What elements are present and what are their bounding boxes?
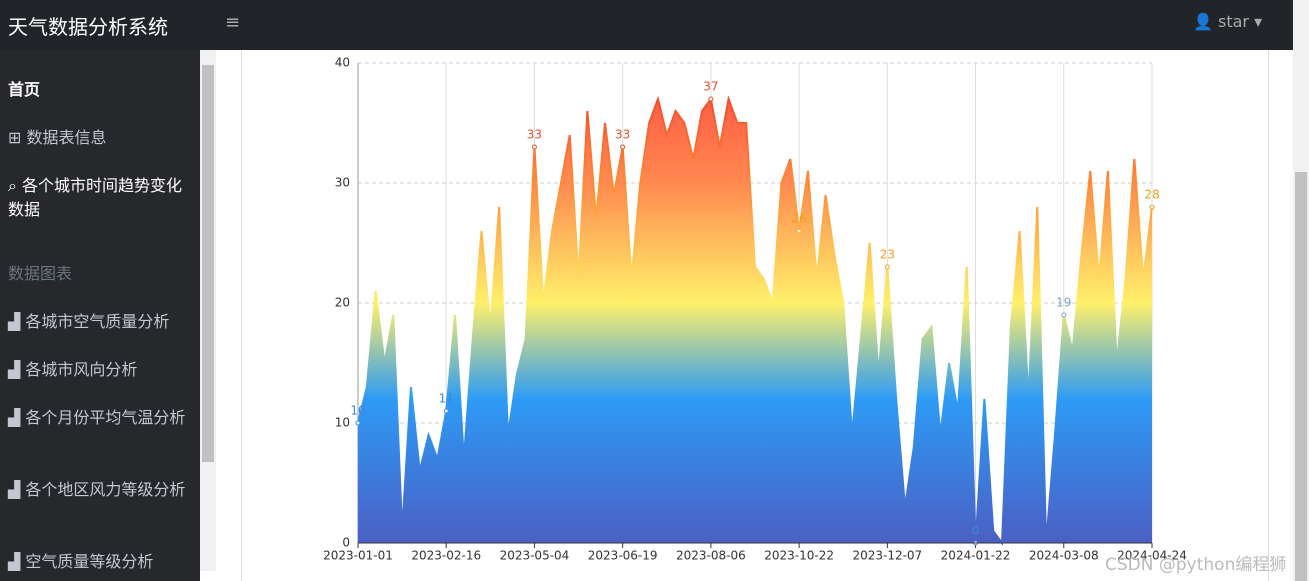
watermark: CSDN @python编程狮 [1105,555,1287,575]
y-tick-label: 10 [335,416,350,430]
nav-item[interactable]: ▟ 各城市风向分析 [8,360,138,379]
y-tick-label: 0 [342,536,350,550]
user-menu[interactable]: 👤 star ▾ [1193,12,1263,31]
x-tick-label: 2023-05-04 [500,549,570,563]
sidebar: 首页 ⊞ 数据表信息 ⌕ 各个城市时间趋势变化数据 数据图表 ▟ 各城市空气质量… [0,50,200,581]
nav-item[interactable]: ▟ 各城市空气质量分析 [8,312,170,331]
y-tick-label: 30 [335,176,350,190]
nav-item[interactable]: 首页 [8,80,41,99]
user-name: star [1218,12,1250,31]
data-label: 11 [439,392,454,406]
x-tick-label: 2024-04-24 [1117,549,1187,563]
app-title: 天气数据分析系统 [8,15,168,39]
point [531,144,537,150]
point [443,408,449,414]
point [708,96,714,102]
nav-item[interactable]: ▟ 空气质量等级分析 [8,552,154,571]
x-tick-label: 2024-01-22 [941,549,1011,563]
data-label: 33 [527,128,542,142]
data-label: 19 [1056,296,1071,310]
nav-section: 数据图表 [8,264,73,283]
point [1149,204,1155,210]
scroll-thumb[interactable] [1295,172,1307,581]
point [620,144,626,150]
x-tick-label: 2024-03-08 [1029,549,1099,563]
data-label: 28 [1144,188,1159,202]
data-label: 33 [615,128,630,142]
nav-label: 各个地区风力等级分析 [25,480,186,499]
nav-label: 各城市风向分析 [25,360,138,379]
nav-label: 各城市空气质量分析 [25,312,170,331]
nav-label: 数据表信息 [26,128,107,147]
x-tick-label: 2023-02-16 [411,549,481,563]
x-tick-label: 2023-06-19 [588,549,658,563]
nav-item[interactable]: ▟ 各个地区风力等级分析 [8,480,186,499]
scrollbar[interactable] [200,50,216,571]
x-tick-label: 2023-01-01 [323,549,393,563]
y-tick-label: 40 [335,56,350,70]
scroll-thumb[interactable] [202,65,214,462]
nav-label: 空气质量等级分析 [25,552,154,571]
x-tick-label: 2023-08-06 [676,549,746,563]
data-label: 23 [880,248,895,262]
point [796,228,802,234]
nav-item[interactable]: ⊞ 数据表信息 [8,128,107,147]
scrollbar[interactable] [1293,0,1309,581]
content-panel [241,50,1269,581]
data-label: 0 [972,524,980,538]
menu-toggle[interactable]: ≡ [225,12,241,33]
point [884,264,890,270]
header: 天气数据分析系统 ≡ 👤 star ▾ [0,0,1293,50]
nav-label: 各个城市时间趋势变化数据 [8,176,183,219]
point [355,420,361,426]
data-label: 37 [703,80,718,94]
x-tick-label: 2023-10-22 [764,549,834,563]
data-label: 10 [350,404,365,418]
x-tick-label: 2023-12-07 [852,549,922,563]
nav-label: 各个月份平均气温分析 [25,408,186,427]
nav-item[interactable]: ⌕ 各个城市时间趋势变化数据 [8,176,183,219]
chart: 0 10 20 30 40 2023-01-01 2023-02-16 2023-05-04 2… [323,56,1187,563]
point [1061,312,1067,318]
nav-item[interactable]: ▟ 各个月份平均气温分析 [8,408,186,427]
y-tick-label: 20 [335,296,350,310]
line [357,95,1153,546]
data-label: 26 [791,212,806,226]
